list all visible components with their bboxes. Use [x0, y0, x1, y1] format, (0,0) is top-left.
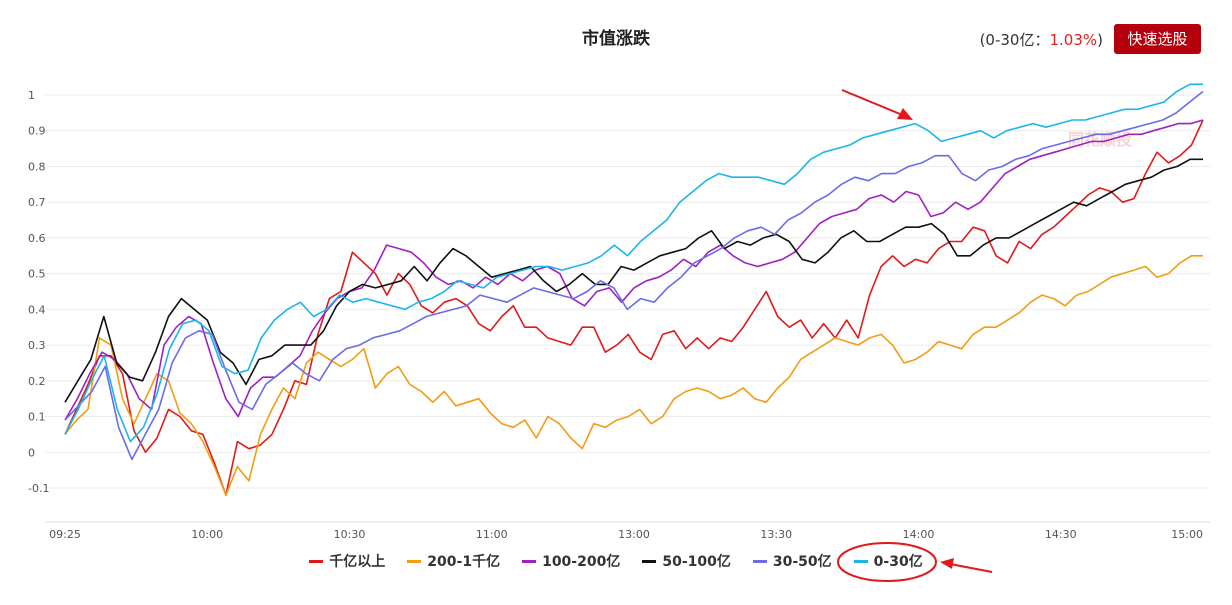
y-tick-label: 0.4 — [28, 303, 46, 316]
legend-label: 100-200亿 — [542, 554, 621, 570]
legend-label: 30-50亿 — [772, 554, 832, 570]
y-tick-label: 0.8 — [28, 160, 46, 173]
quick-stock-select-button[interactable]: 快速选股 — [1114, 24, 1201, 54]
legend-label: 200-1千亿 — [427, 554, 501, 570]
x-tick-label: 14:30 — [1045, 528, 1077, 541]
legend-item[interactable]: 30-50亿 — [752, 551, 832, 571]
legend-item[interactable]: 100-200亿 — [522, 551, 620, 571]
x-tick-label: 10:00 — [191, 528, 223, 541]
legend-label: 0-30亿 — [873, 554, 923, 570]
y-tick-label: 0.9 — [28, 125, 46, 138]
series-line-4 — [64, 158, 1203, 403]
legend-item[interactable]: 千亿以上 — [309, 551, 385, 571]
series-line-5 — [64, 90, 1204, 461]
stat-prefix: (0-30亿： — [979, 31, 1050, 49]
legend-swatch — [642, 559, 657, 563]
chart-title: 市值涨跌 — [582, 29, 650, 49]
x-tick-label: 15:00 — [1171, 528, 1203, 541]
x-tick-label: 10:30 — [334, 528, 366, 541]
stat-suffix: ) — [1097, 31, 1103, 49]
legend-swatch — [407, 559, 422, 563]
stat-value: 1.03% — [1049, 31, 1098, 49]
y-tick-label: 0.2 — [28, 375, 46, 388]
y-tick-label: 0.3 — [28, 339, 46, 352]
legend-item[interactable]: 200-1千亿 — [407, 551, 500, 571]
annotation-arrow-top — [841, 89, 906, 117]
legend-item[interactable]: 50-100亿 — [642, 551, 731, 571]
series-line-6 — [64, 83, 1203, 443]
legend-swatch — [522, 559, 537, 563]
y-tick-label: 0.6 — [28, 232, 46, 245]
series-line-2 — [64, 255, 1203, 496]
stat-summary: (0-30亿：1.03%) — [980, 29, 1103, 50]
legend-label: 千亿以上 — [329, 554, 386, 570]
y-tick-label: 0.7 — [28, 196, 46, 209]
x-tick-label: 13:00 — [618, 528, 650, 541]
legend-item[interactable]: 0-30亿 — [853, 551, 923, 571]
line-chart: -0.1 0 0.1 0.2 0.3 0.4 0.5 0.6 0.7 0.8 0.9 1 09:25 1… — [28, 83, 1210, 541]
x-tick-label: 13:30 — [760, 528, 792, 541]
legend-swatch — [853, 559, 868, 563]
series-line-3 — [64, 119, 1204, 421]
y-tick-label: 0 — [28, 446, 35, 459]
annotation-arrowhead-top — [897, 108, 913, 120]
x-tick-label: 14:00 — [903, 528, 935, 541]
y-tick-label: 0.5 — [28, 268, 46, 281]
x-tick-label: 11:00 — [476, 528, 508, 541]
legend-swatch — [309, 559, 324, 563]
y-tick-label: 1 — [28, 89, 35, 102]
x-tick-label: 09:25 — [49, 528, 81, 541]
chart-legend: 千亿以上 200-1千亿 100-200亿 50-100亿 30-50亿 0-30亿 — [0, 551, 1232, 571]
y-tick-label: 0.1 — [28, 411, 46, 424]
y-tick-label: -0.1 — [28, 482, 49, 495]
series-line-1 — [64, 119, 1204, 496]
legend-swatch — [752, 559, 767, 563]
legend-label: 50-100亿 — [662, 554, 731, 570]
